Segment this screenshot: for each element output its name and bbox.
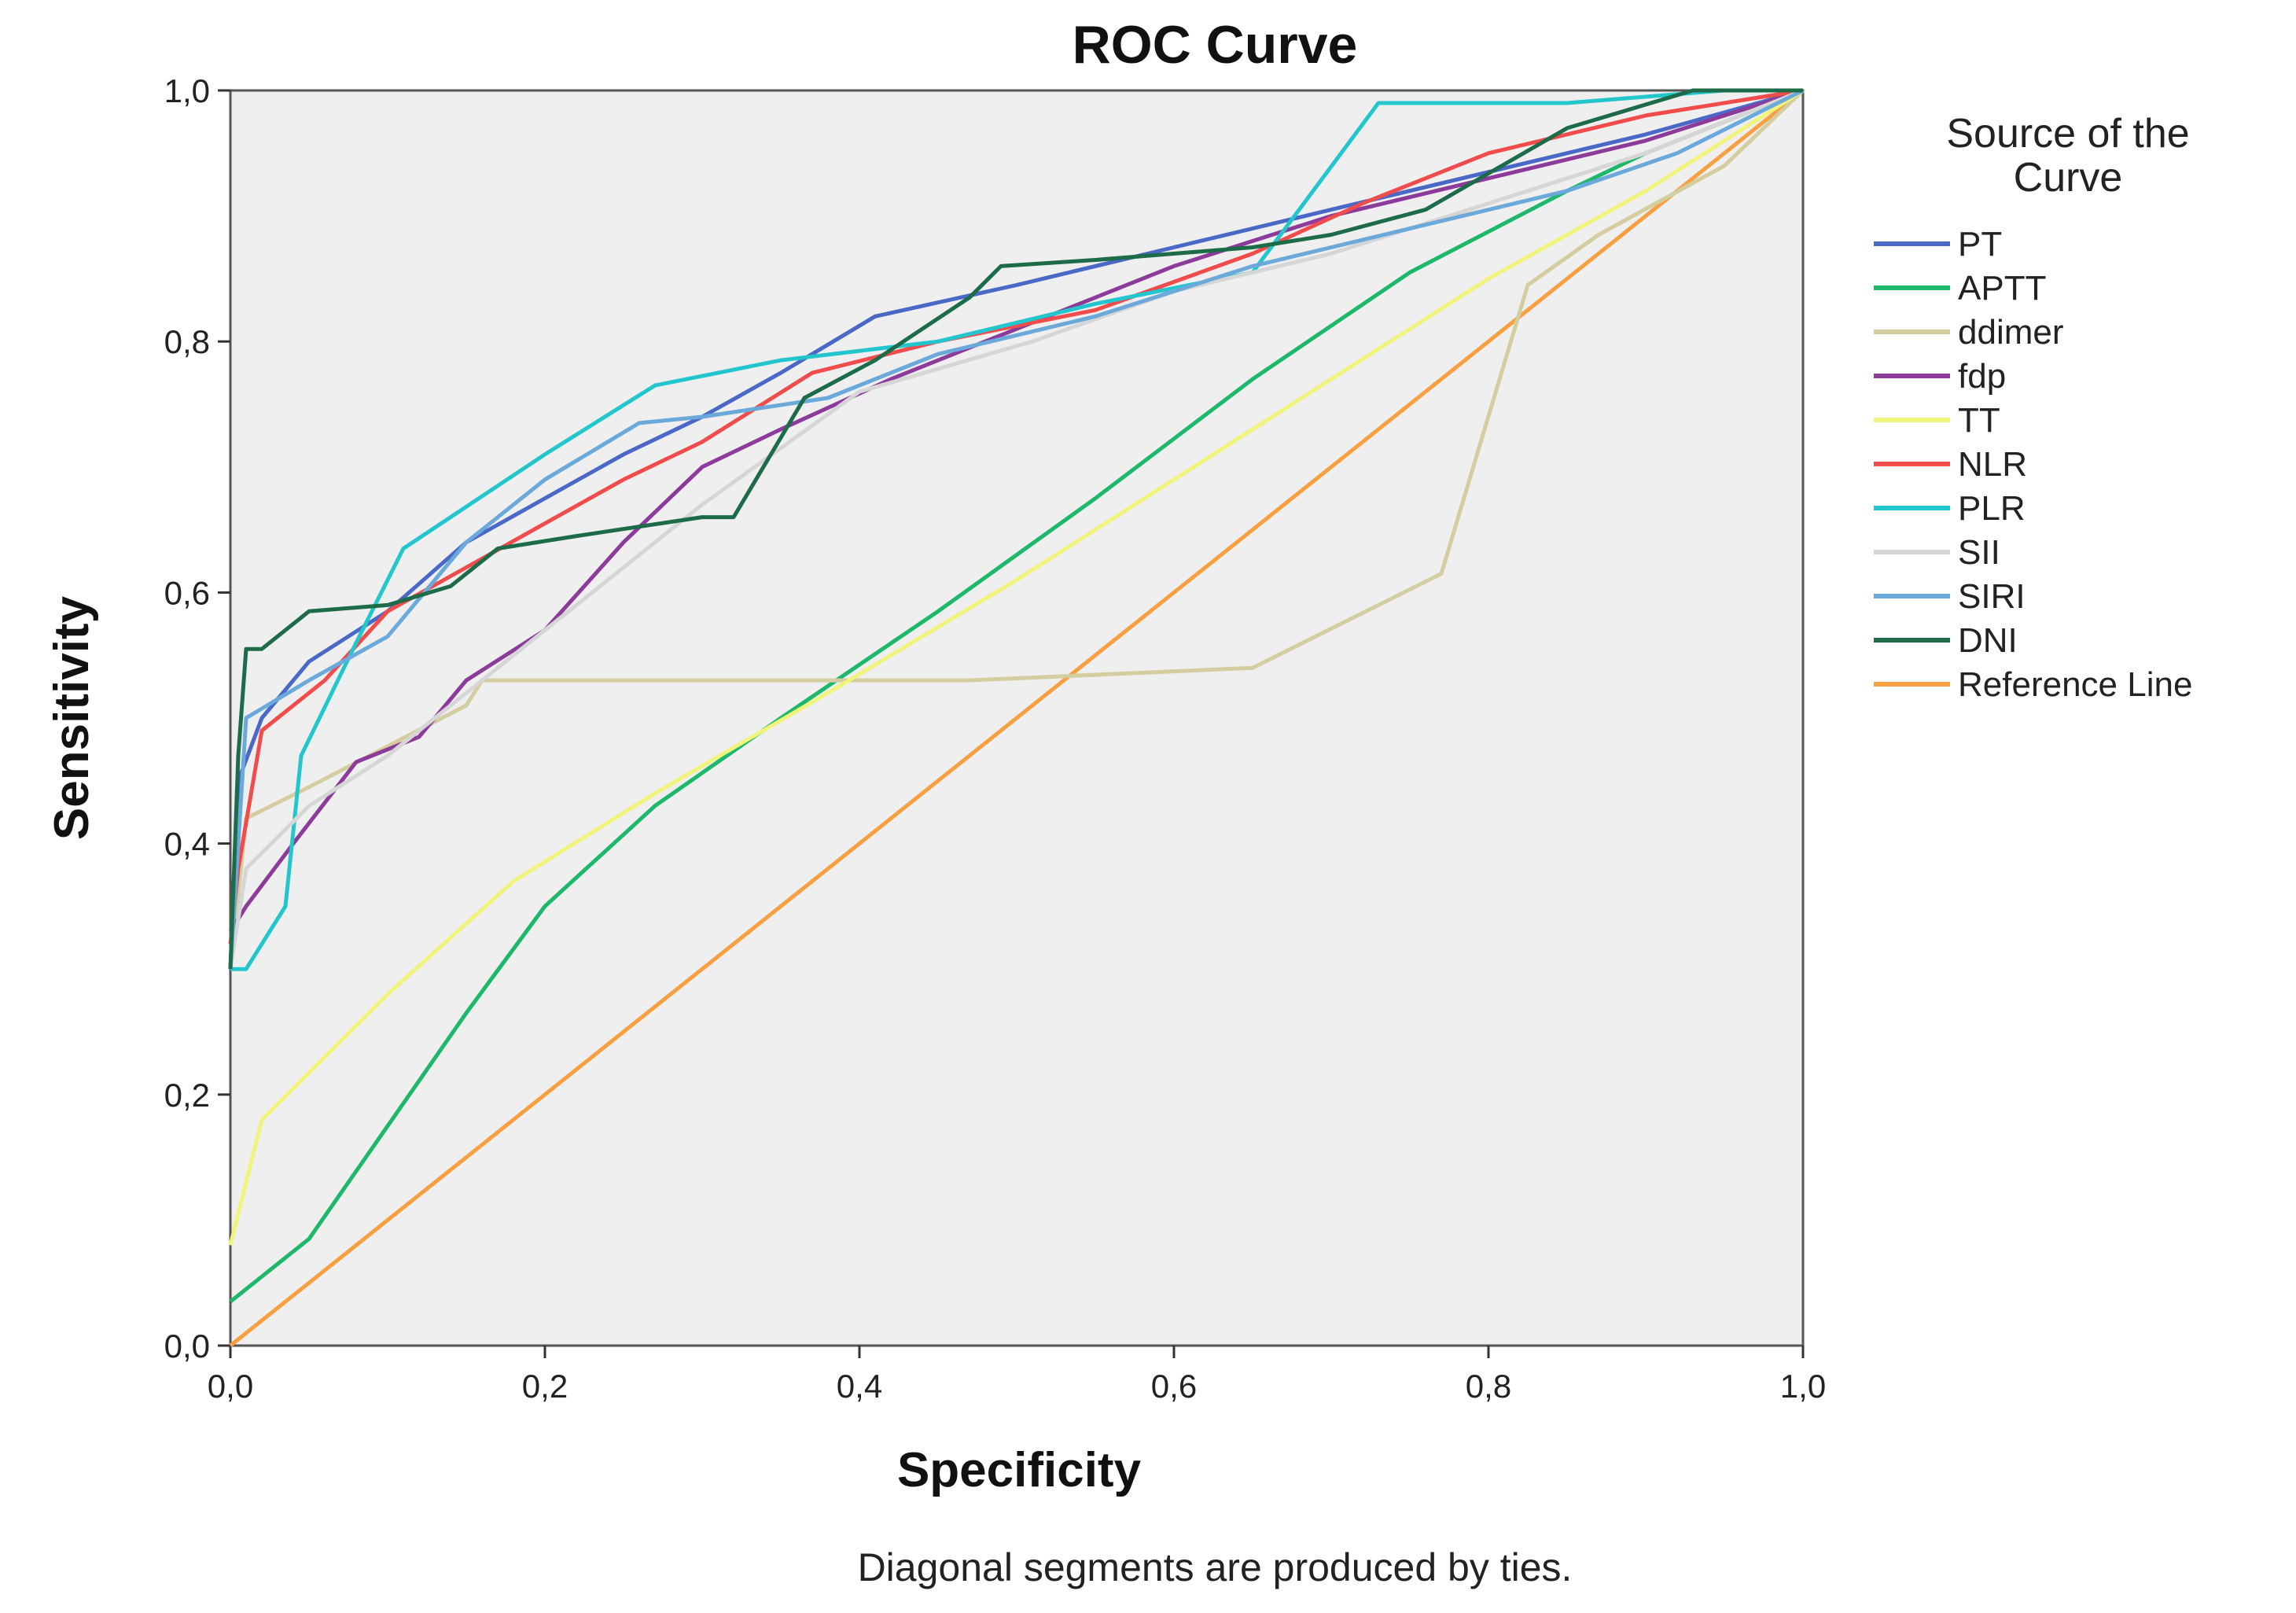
legend-label-tt: TT (1958, 401, 2000, 440)
x-tick-label: 1,0 (1780, 1368, 1826, 1405)
footnote: Diagonal segments are produced by ties. (858, 1545, 1573, 1589)
legend-label-reference-line: Reference Line (1958, 665, 2192, 704)
series-line-nlr (228, 88, 1804, 945)
y-tick-label: 0,4 (164, 826, 210, 863)
series-line-dni (228, 88, 1803, 970)
series-line-aptt (229, 88, 1804, 1304)
y-tick-label: 1,0 (164, 72, 210, 109)
x-tick-label: 0,8 (1466, 1368, 1511, 1405)
chart-title: ROC Curve (1073, 15, 1358, 75)
legend-label-pt: PT (1958, 225, 2002, 263)
legend-label-nlr: NLR (1958, 445, 2027, 484)
legend-label-ddimer: ddimer (1958, 313, 2064, 352)
legend-label-plr: PLR (1958, 489, 2026, 528)
legend-title-line-2: Curve (2014, 155, 2123, 201)
x-tick-label: 0,2 (522, 1368, 568, 1405)
series-line-plr (230, 88, 1803, 971)
x-tick-label: 0,6 (1151, 1368, 1197, 1405)
series-line-tt (228, 88, 1805, 1246)
y-tick-label: 0,8 (164, 323, 210, 360)
y-tick-label: 0,0 (164, 1328, 210, 1364)
legend-label-sii: SII (1958, 533, 2000, 572)
series-line-siri (228, 88, 1805, 970)
legend-title-line-1: Source of the (1946, 111, 2189, 157)
x-tick-label: 0,4 (837, 1368, 882, 1405)
legend-label-fdp: fdp (1958, 357, 2006, 396)
legend: PT APTT ddimer fdp TT NLR PLR SII SIRI DNI Referen… (1874, 225, 2192, 704)
y-tick-label: 0,6 (164, 574, 210, 611)
series-line-reference-line (229, 89, 1805, 1347)
y-axis-title: Sensitivity (45, 595, 99, 840)
series-line-sii (228, 88, 1804, 970)
legend-label-siri: SIRI (1958, 577, 2026, 616)
legend-label-aptt: APTT (1958, 269, 2046, 308)
x-tick-label: 0,0 (208, 1368, 253, 1405)
series-layer (228, 88, 1805, 1347)
legend-label-dni: DNI (1958, 621, 2018, 660)
y-tick-label: 0,2 (164, 1077, 210, 1114)
x-axis-title: Specificity (897, 1443, 1142, 1497)
series-line-ddimer (228, 89, 1805, 970)
axis-ticks: 0,0 0,2 0,4 0,6 0,8 1,0 0,0 0,2 0,4 0,6 0,8 1,0 (164, 72, 1827, 1405)
